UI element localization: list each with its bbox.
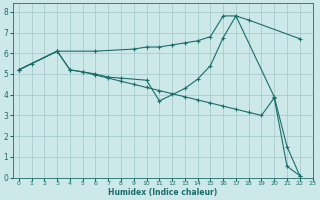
X-axis label: Humidex (Indice chaleur): Humidex (Indice chaleur) [108,188,217,197]
